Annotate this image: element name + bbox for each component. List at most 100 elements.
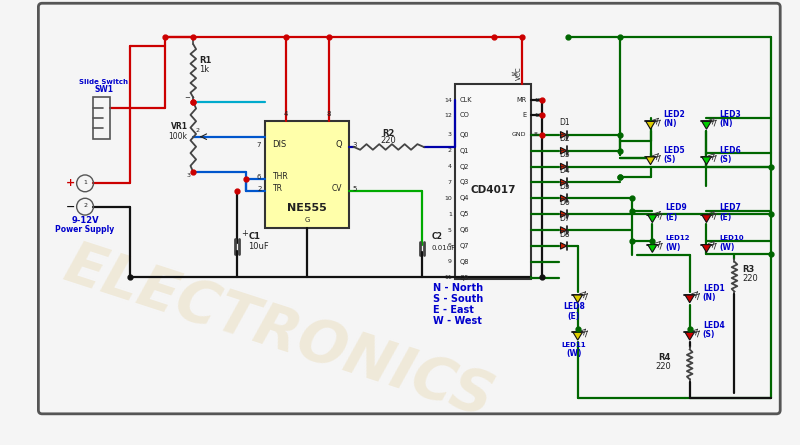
Text: VCC: VCC (516, 66, 522, 80)
Polygon shape (561, 227, 567, 233)
Text: 10uF: 10uF (248, 242, 269, 251)
Text: LED4: LED4 (702, 321, 725, 330)
Text: TR: TR (273, 184, 282, 193)
Text: S - South: S - South (433, 294, 483, 304)
Polygon shape (561, 211, 567, 218)
Text: G: G (305, 217, 310, 222)
Text: D5: D5 (559, 182, 570, 191)
Text: Q6: Q6 (459, 227, 469, 233)
Text: Q7: Q7 (459, 243, 469, 249)
Text: 220: 220 (655, 362, 671, 371)
Text: (N): (N) (702, 293, 716, 302)
Text: R4: R4 (658, 353, 671, 362)
Text: 220: 220 (381, 136, 396, 145)
Text: CV: CV (331, 184, 342, 193)
Polygon shape (702, 121, 711, 129)
Text: CO: CO (459, 112, 469, 118)
Text: LED7: LED7 (719, 203, 742, 212)
Text: D6: D6 (559, 198, 570, 207)
Text: R1: R1 (199, 56, 211, 65)
Text: ELECTRONICS: ELECTRONICS (58, 236, 501, 429)
Text: 1: 1 (448, 212, 452, 217)
Text: D1: D1 (559, 118, 570, 128)
Bar (265, 121, 349, 228)
Text: 8: 8 (326, 111, 331, 117)
Text: 14: 14 (444, 98, 452, 103)
Polygon shape (561, 243, 567, 249)
Text: Power Supply: Power Supply (55, 225, 114, 234)
Polygon shape (561, 163, 567, 170)
Text: 2: 2 (257, 186, 262, 192)
Text: 220: 220 (742, 274, 758, 283)
Text: +: + (241, 229, 248, 238)
Text: DIS: DIS (273, 140, 287, 149)
Polygon shape (648, 245, 657, 252)
Text: LED6: LED6 (719, 146, 742, 154)
Text: (S): (S) (663, 155, 676, 164)
Polygon shape (648, 215, 657, 222)
Polygon shape (702, 157, 711, 165)
Text: 2: 2 (196, 128, 200, 133)
Text: VR1: VR1 (170, 122, 188, 131)
Polygon shape (561, 195, 567, 202)
Text: 2: 2 (448, 148, 452, 153)
Polygon shape (573, 295, 582, 303)
Text: D8: D8 (559, 230, 570, 239)
Text: (E): (E) (719, 213, 732, 222)
Text: (N): (N) (719, 119, 733, 129)
Text: 10: 10 (444, 196, 452, 201)
Text: GND: GND (512, 132, 526, 138)
Text: 1k: 1k (199, 65, 209, 74)
Text: LED12: LED12 (666, 235, 690, 241)
Text: E - East: E - East (433, 305, 474, 315)
Bar (94, 97, 110, 138)
Text: (W): (W) (666, 243, 681, 251)
Text: R2: R2 (382, 129, 394, 138)
Bar (454, 84, 531, 279)
Text: 6: 6 (257, 174, 262, 180)
Text: 13: 13 (534, 113, 542, 118)
Text: MR: MR (516, 97, 526, 103)
Polygon shape (561, 179, 567, 186)
Text: 15: 15 (534, 98, 542, 103)
Text: LED3: LED3 (719, 110, 742, 119)
Text: (W): (W) (566, 349, 582, 358)
Text: Slide Switch: Slide Switch (79, 80, 128, 85)
Text: (S): (S) (719, 155, 732, 164)
Text: SW1: SW1 (94, 85, 114, 94)
Text: 7: 7 (448, 180, 452, 185)
Text: Q0: Q0 (459, 132, 469, 138)
Text: 0.01uF: 0.01uF (431, 245, 455, 251)
Text: Q1: Q1 (459, 148, 469, 154)
Text: (E): (E) (568, 312, 580, 321)
Text: LED11: LED11 (562, 342, 586, 348)
Text: W - West: W - West (433, 316, 482, 326)
Text: E: E (522, 112, 526, 118)
Text: D7: D7 (559, 214, 570, 222)
Text: NE555: NE555 (287, 203, 327, 213)
FancyBboxPatch shape (38, 3, 780, 414)
Text: LED8: LED8 (563, 302, 585, 312)
Text: 3: 3 (448, 132, 452, 138)
Polygon shape (573, 332, 582, 340)
Text: Q5: Q5 (459, 211, 469, 217)
Text: (E): (E) (666, 213, 678, 222)
Text: 11: 11 (444, 275, 452, 280)
Polygon shape (685, 332, 694, 340)
Text: Q9: Q9 (459, 275, 469, 281)
Text: 9: 9 (448, 259, 452, 264)
Text: 8: 8 (534, 132, 538, 138)
Text: 4: 4 (283, 111, 288, 117)
Text: C1: C1 (248, 232, 260, 241)
Text: D4: D4 (559, 166, 570, 175)
Text: 5: 5 (353, 186, 358, 192)
Text: 3: 3 (186, 173, 190, 178)
Text: N - North: N - North (433, 283, 483, 293)
Text: D2: D2 (559, 134, 570, 143)
Text: LED10: LED10 (719, 235, 744, 241)
Text: 3: 3 (353, 142, 358, 148)
Polygon shape (561, 147, 567, 154)
Text: Q4: Q4 (459, 195, 469, 201)
Text: 9-12V: 9-12V (71, 216, 99, 226)
Text: 12: 12 (444, 113, 452, 118)
